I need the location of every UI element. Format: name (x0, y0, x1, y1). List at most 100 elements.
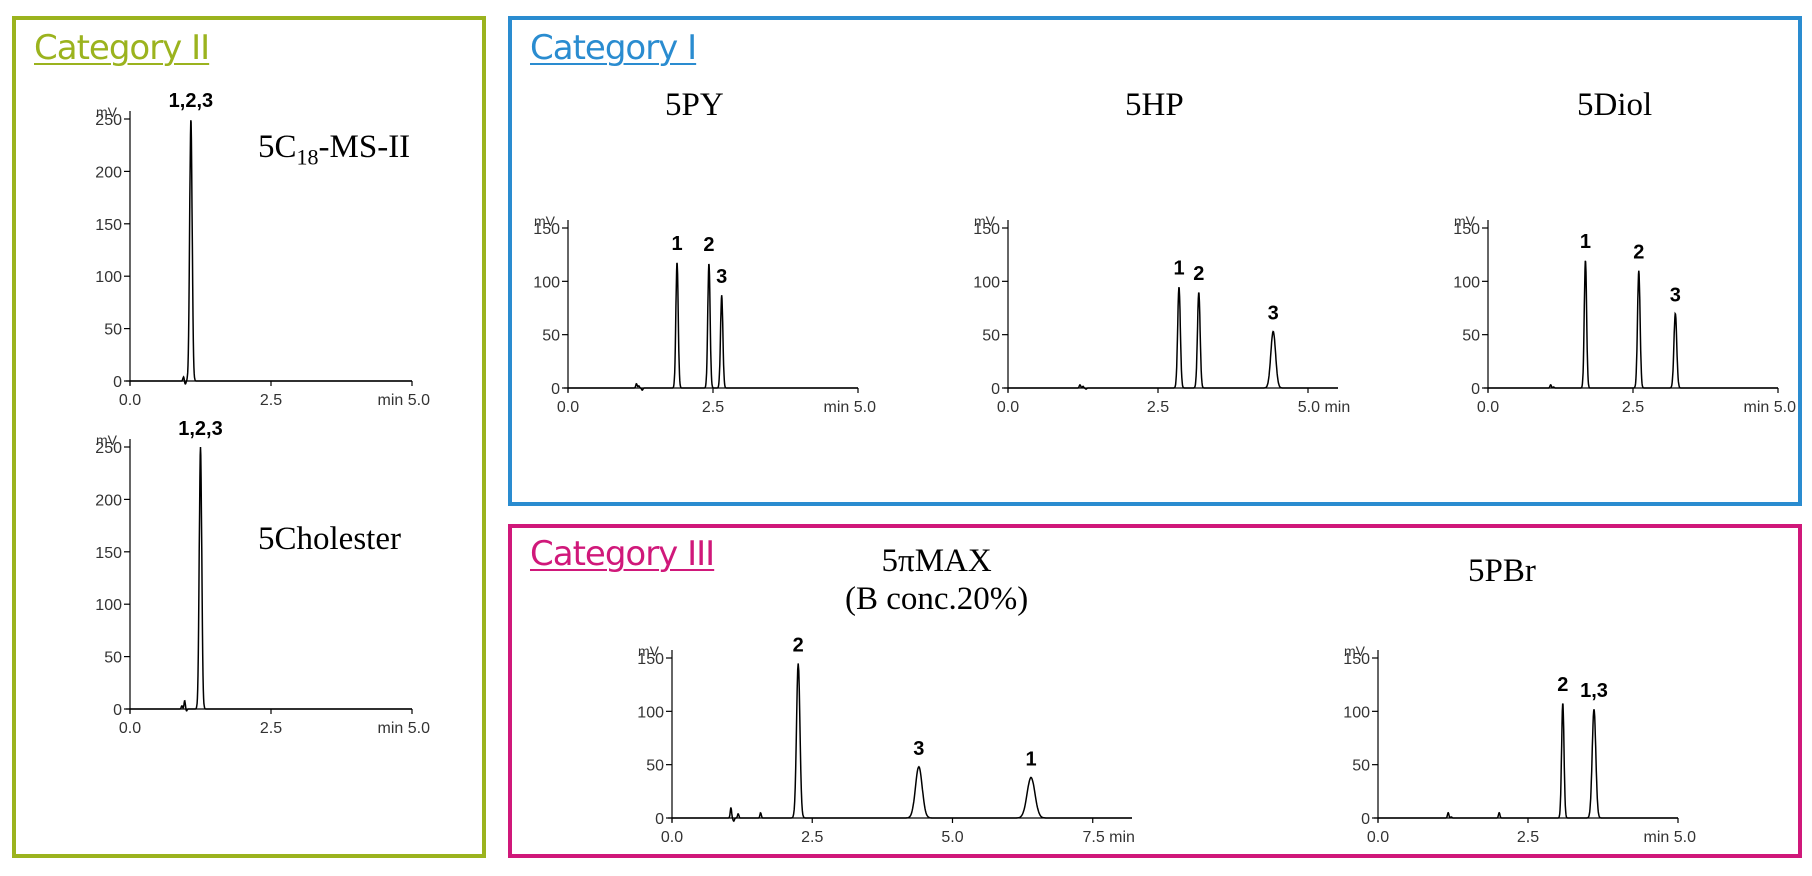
cholester-x-tick-label: 0.0 (119, 720, 141, 737)
cholester-y-tick-label: 100 (95, 597, 122, 614)
py-trace (568, 262, 858, 391)
diol-chart-name: 5Diol (1577, 87, 1653, 123)
pbr-chart-name: 5PBr (1468, 553, 1536, 589)
pbr-x-tick-label: 2.5 (1517, 829, 1539, 846)
cholester-y-tick-label: 0 (113, 702, 122, 719)
cholester-peak-label: 1,2,3 (178, 418, 222, 440)
hp-y-tick-label: 100 (973, 274, 1000, 291)
category-i-panel (508, 16, 1802, 506)
category-iii-title: Category III (530, 534, 715, 574)
diol-x-tick-label: min 5.0 (1744, 399, 1797, 416)
chart-c18: mV 0 50 100 150 200 250 0.0 2.5 min 5.0 1,2,3 (95, 90, 431, 409)
pimax-name-line1: 5πMAX (881, 543, 992, 579)
py-x-tick-label: min 5.0 (824, 399, 877, 416)
pimax-x-tick-label: 7.5 min (1082, 829, 1134, 846)
chart-pimax: mV 0 50 100 150 0.0 2.5 5.0 7.5 min 2 3 1 (637, 634, 1135, 846)
diol-trace (1488, 260, 1778, 389)
c18-y-unit-label: mV (96, 104, 118, 120)
diol-x-tick-label: 2.5 (1622, 399, 1644, 416)
py-y-unit-label: mV (534, 213, 556, 229)
cholester-y-tick-label: 250 (95, 440, 122, 457)
pimax-peak-label: 2 (793, 634, 804, 656)
cholester-y-tick-label: 200 (95, 492, 122, 509)
py-y-tick-label: 100 (533, 274, 560, 291)
c18-y-tick-label: 100 (95, 269, 122, 286)
pbr-y-tick-label: 50 (1352, 758, 1370, 775)
diol-y-tick-label: 100 (1453, 274, 1480, 291)
c18-name-sub: 18 (296, 144, 319, 170)
c18-peak-label: 1,2,3 (169, 90, 213, 112)
py-peak-label: 1 (671, 233, 682, 255)
chart-cholester: mV 0 50 100 150 200 250 0.0 2.5 min 5.0 1,2,3 (95, 418, 431, 737)
c18-y-tick-label: 200 (95, 164, 122, 181)
pbr-y-unit-label: mV (1344, 643, 1366, 659)
pbr-peak-label: 2 (1557, 674, 1568, 696)
pimax-y-unit-label: mV (638, 643, 660, 659)
pbr-x-tick-label: 0.0 (1367, 829, 1389, 846)
hp-peak-label: 3 (1268, 302, 1279, 324)
cholester-y-tick-label: 50 (104, 650, 122, 667)
c18-chart-name: 5C18-MS-II (258, 128, 410, 177)
category-iii-panel (508, 524, 1802, 858)
py-peak-label: 2 (703, 234, 714, 256)
cholester-chart-name: 5Cholester (258, 521, 401, 557)
pimax-chart-name: 5πMAX (B conc.20%) (845, 542, 1028, 618)
cholester-x-tick-label: 2.5 (260, 720, 282, 737)
pimax-peak-label: 3 (913, 738, 924, 760)
hp-peak-label: 1 (1173, 258, 1184, 280)
py-peak-label: 3 (716, 266, 727, 288)
diol-peak-label: 3 (1670, 284, 1681, 306)
diol-peak-label: 2 (1633, 242, 1644, 264)
category-ii-title: Category II (34, 28, 210, 68)
pimax-peak-label: 1 (1025, 748, 1036, 770)
diol-y-tick-label: 50 (1462, 328, 1480, 345)
chart-diol: mV 0 50 100 150 0.0 2.5 min 5.0 1 2 3 (1453, 213, 1796, 416)
pimax-x-tick-label: 0.0 (661, 829, 683, 846)
c18-name-prefix: 5C (258, 129, 297, 165)
pbr-x-tick-label: min 5.0 (1644, 829, 1697, 846)
category-ii-panel (12, 16, 486, 858)
c18-x-tick-label: 2.5 (260, 392, 282, 409)
hp-peak-label: 2 (1193, 263, 1204, 285)
pimax-y-tick-label: 0 (655, 811, 664, 828)
py-y-tick-label: 150 (533, 221, 560, 238)
pimax-trace (672, 663, 1132, 823)
hp-chart-name: 5HP (1125, 87, 1184, 123)
pimax-y-tick-label: 50 (646, 758, 664, 775)
diol-y-unit-label: mV (1454, 213, 1476, 229)
py-x-tick-label: 2.5 (702, 399, 724, 416)
hp-x-tick-label: 5.0 min (1298, 399, 1350, 416)
pbr-y-tick-label: 150 (1343, 651, 1370, 668)
hp-y-tick-label: 50 (982, 328, 1000, 345)
c18-y-tick-label: 250 (95, 112, 122, 129)
c18-trace (130, 120, 412, 385)
c18-y-tick-label: 50 (104, 322, 122, 339)
cholester-y-unit-label: mV (96, 432, 118, 448)
pimax-y-tick-label: 150 (637, 651, 664, 668)
hp-trace (1008, 286, 1338, 390)
pbr-y-tick-label: 0 (1361, 811, 1370, 828)
category-i-title: Category I (530, 28, 697, 68)
pbr-trace (1378, 703, 1678, 819)
hp-y-tick-label: 150 (973, 221, 1000, 238)
diol-peak-label: 1 (1580, 231, 1591, 253)
hp-x-tick-label: 2.5 (1147, 399, 1169, 416)
hp-x-tick-label: 0.0 (997, 399, 1019, 416)
diol-y-tick-label: 0 (1471, 381, 1480, 398)
c18-y-tick-label: 0 (113, 374, 122, 391)
chart-hp: mV 0 50 100 150 0.0 2.5 5.0 min 1 2 3 (973, 213, 1350, 416)
pimax-x-tick-label: 2.5 (801, 829, 823, 846)
c18-x-tick-label: min 5.0 (378, 392, 431, 409)
py-y-tick-label: 50 (542, 328, 560, 345)
hp-y-tick-label: 0 (991, 381, 1000, 398)
pbr-y-tick-label: 100 (1343, 704, 1370, 721)
pbr-peak-label: 1,3 (1580, 680, 1608, 702)
pimax-name-line2: (B conc.20%) (845, 581, 1029, 617)
diol-y-tick-label: 150 (1453, 221, 1480, 238)
c18-name-suffix: -MS-II (318, 129, 411, 165)
hp-y-unit-label: mV (974, 213, 996, 229)
py-y-tick-label: 0 (551, 381, 560, 398)
cholester-x-tick-label: min 5.0 (378, 720, 431, 737)
cholester-y-tick-label: 150 (95, 545, 122, 562)
diol-x-tick-label: 0.0 (1477, 399, 1499, 416)
